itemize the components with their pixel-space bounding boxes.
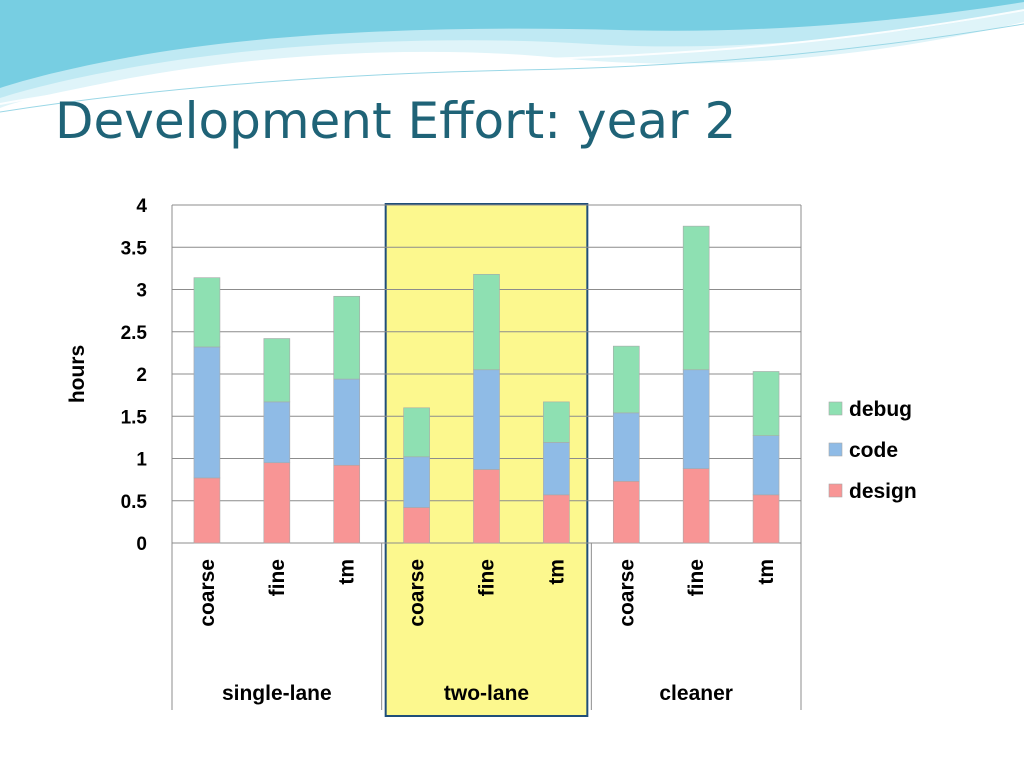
legend-swatch-debug — [828, 401, 843, 416]
bar-code-single-lane-fine — [263, 401, 291, 464]
group-label: two-lane — [444, 682, 529, 705]
bar-code-cleaner-fine — [682, 369, 710, 469]
bar-code-two-lane-fine — [473, 369, 500, 470]
bar-code-single-lane-coarse — [193, 346, 221, 479]
group-label: cleaner — [659, 682, 733, 705]
bar-design-single-lane-coarse — [193, 477, 221, 544]
y-tick-label: 2 — [136, 365, 147, 386]
y-tick-label: 2.5 — [121, 323, 148, 344]
category-label: fine — [476, 559, 499, 596]
category-label: fine — [685, 559, 708, 596]
bar-design-two-lane-coarse — [403, 507, 430, 544]
y-tick-label: 1 — [136, 450, 147, 471]
bar-debug-single-lane-fine — [263, 338, 291, 403]
bar-design-cleaner-tm — [752, 494, 780, 544]
legend-label-debug: debug — [849, 398, 912, 421]
group-label: single-lane — [222, 682, 332, 705]
y-tick-label: 3.5 — [121, 238, 148, 259]
bar-design-cleaner-fine — [682, 468, 710, 544]
bar-code-two-lane-tm — [543, 442, 570, 496]
bar-code-single-lane-tm — [333, 378, 361, 466]
bar-design-two-lane-fine — [473, 469, 500, 544]
legend-label-code: code — [849, 439, 898, 462]
category-label: fine — [266, 559, 289, 596]
y-axis-label: hours — [66, 345, 89, 403]
y-tick-label: 3 — [136, 281, 147, 302]
bar-debug-cleaner-tm — [752, 371, 780, 436]
bar-debug-cleaner-coarse — [612, 345, 640, 414]
bar-code-two-lane-coarse — [403, 456, 430, 508]
bar-design-single-lane-tm — [333, 464, 361, 544]
bar-debug-single-lane-coarse — [193, 277, 221, 348]
slide-title: Development Effort: year 2 — [55, 92, 737, 150]
y-tick-label: 0 — [136, 534, 147, 555]
y-tick-label: 4 — [136, 196, 147, 217]
bar-design-single-lane-fine — [263, 462, 291, 544]
category-label: tm — [545, 559, 568, 585]
bar-debug-two-lane-coarse — [403, 407, 430, 458]
legend-swatch-design — [828, 483, 843, 498]
legend-label-design: design — [849, 480, 917, 503]
category-label: tm — [755, 559, 778, 585]
y-tick-label: 0.5 — [121, 492, 148, 513]
category-label: coarse — [406, 559, 429, 627]
y-tick-label: 1.5 — [121, 407, 148, 428]
bar-debug-single-lane-tm — [333, 295, 361, 380]
category-label: tm — [336, 559, 359, 585]
bar-debug-two-lane-fine — [473, 273, 500, 371]
bar-code-cleaner-coarse — [612, 412, 640, 482]
category-label: coarse — [196, 559, 219, 627]
bar-debug-two-lane-tm — [543, 401, 570, 443]
bar-design-two-lane-tm — [543, 494, 570, 544]
legend-swatch-code — [828, 442, 843, 457]
bar-code-cleaner-tm — [752, 435, 780, 496]
bar-debug-cleaner-fine — [682, 225, 710, 371]
header-wave-decoration — [0, 0, 1024, 113]
category-label: coarse — [615, 559, 638, 627]
bar-design-cleaner-coarse — [612, 481, 640, 544]
